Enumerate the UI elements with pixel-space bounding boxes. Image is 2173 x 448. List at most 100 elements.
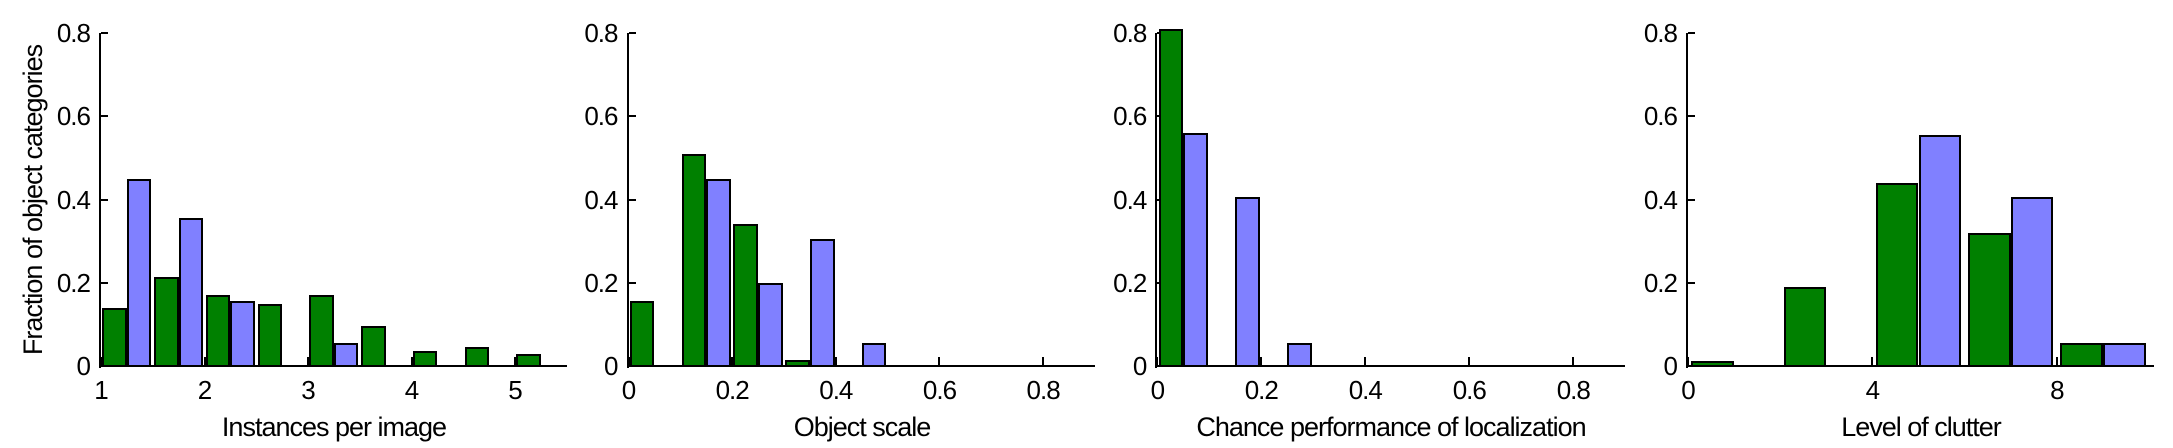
x-tick-label: 0 xyxy=(1150,375,1165,405)
y-tick-label: 0.2 xyxy=(1643,267,1678,298)
bar-green-0 xyxy=(102,307,127,367)
bar-green-0 xyxy=(1691,361,1735,367)
bar-green-1 xyxy=(154,276,179,367)
bar-green-6 xyxy=(412,351,438,367)
x-tick xyxy=(203,357,206,365)
x-tick xyxy=(100,357,102,365)
x-tick-label: 3 xyxy=(301,375,315,405)
y-tick-label: 0.4 xyxy=(584,184,618,215)
y-axis-line xyxy=(1686,33,1688,368)
y-tick-label: 0.4 xyxy=(1113,184,1147,215)
x-tick-label: 1 xyxy=(94,375,108,405)
y-tick xyxy=(628,198,636,201)
y-axis-line xyxy=(1155,33,1158,368)
x-tick-label: 5 xyxy=(508,375,522,405)
bar-green-3 xyxy=(785,359,810,367)
x-axis-label-chance-performance: Chance performance of localization xyxy=(1196,412,1586,442)
x-tick-label: 0 xyxy=(621,375,636,405)
bar-blue-3 xyxy=(2010,197,2054,367)
bar-blue-4 xyxy=(333,343,359,367)
x-tick-label: 0.8 xyxy=(1556,375,1591,405)
x-tick xyxy=(1572,357,1575,365)
bar-blue-1 xyxy=(178,218,204,367)
x-tick xyxy=(410,357,413,365)
bar-green-1 xyxy=(1783,286,1827,367)
y-tick-label: 0.2 xyxy=(584,267,618,298)
x-tick xyxy=(834,357,837,365)
x-tick xyxy=(627,357,630,365)
x-tick-label: 0 xyxy=(1681,375,1695,405)
x-tick xyxy=(1260,357,1263,365)
bar-blue-0 xyxy=(126,178,152,367)
y-tick-label: 0.4 xyxy=(56,184,91,215)
y-tick-label: 0.8 xyxy=(584,18,618,48)
x-tick-label: 0.8 xyxy=(1026,375,1061,405)
x-tick-label: 8 xyxy=(2050,375,2064,405)
bar-blue-1 xyxy=(706,178,731,367)
bar-blue-2 xyxy=(230,301,255,367)
bar-green-7 xyxy=(464,347,490,367)
x-tick-label: 0.4 xyxy=(819,375,853,405)
bar-blue-2 xyxy=(758,282,783,367)
bar-green-2 xyxy=(205,295,231,367)
y-tick-label: 0.2 xyxy=(56,267,91,298)
y-tick-label: 0 xyxy=(1663,351,1678,381)
bar-blue-4 xyxy=(2102,343,2146,367)
x-axis-label-level-of-clutter: Level of clutter xyxy=(1841,412,2002,442)
x-tick xyxy=(1364,357,1367,365)
x-axis-label-object-scale: Object scale xyxy=(793,412,932,442)
x-tick-label: 0.2 xyxy=(715,375,750,405)
y-tick-label: 0.6 xyxy=(56,101,91,132)
y-tick-label: 0.8 xyxy=(1113,18,1147,48)
y-tick-label: 0.6 xyxy=(584,101,618,132)
x-tick xyxy=(1156,357,1159,365)
bar-green-0 xyxy=(1158,28,1184,367)
x-tick-label: 0.4 xyxy=(1348,375,1383,405)
bar-blue-4 xyxy=(861,343,887,367)
bar-blue-3 xyxy=(809,239,835,367)
y-tick xyxy=(628,281,636,284)
bar-blue-2 xyxy=(1918,134,1962,367)
y-tick xyxy=(1688,198,1695,201)
x-tick xyxy=(1871,357,1874,365)
bar-blue-2 xyxy=(1287,343,1312,367)
x-tick xyxy=(731,357,734,365)
x-tick-label: 0.6 xyxy=(1452,375,1487,405)
y-tick-label: 0.8 xyxy=(1643,18,1678,48)
x-axis-label-instances-per-image: Instances per image xyxy=(221,412,447,442)
x-tick xyxy=(938,357,941,365)
x-tick-label: 2 xyxy=(197,375,212,405)
y-tick xyxy=(101,198,108,201)
y-tick xyxy=(1688,32,1695,34)
bar-green-8 xyxy=(516,353,541,367)
bar-green-5 xyxy=(361,326,386,367)
y-tick-label: 0.2 xyxy=(1113,267,1147,298)
x-tick xyxy=(1042,357,1045,365)
y-axis-line xyxy=(99,33,101,368)
y-tick-label: 0 xyxy=(604,351,618,381)
bar-green-3 xyxy=(257,303,283,367)
x-tick xyxy=(307,357,309,365)
x-tick-label: 0.6 xyxy=(922,375,957,405)
bar-green-1 xyxy=(681,153,707,367)
y-tick xyxy=(1688,115,1695,118)
y-tick-label: 0.8 xyxy=(56,18,91,48)
x-tick xyxy=(2055,357,2058,365)
bar-green-2 xyxy=(1875,182,1919,367)
bar-green-3 xyxy=(1968,232,2011,367)
y-tick-label: 0.4 xyxy=(1643,184,1678,215)
bar-blue-1 xyxy=(1235,197,1260,367)
y-tick xyxy=(628,32,636,34)
y-tick-label: 0 xyxy=(1132,351,1147,381)
x-tick-label: 0.2 xyxy=(1244,375,1279,405)
y-tick xyxy=(101,115,108,118)
y-tick xyxy=(101,281,108,284)
bar-green-4 xyxy=(2060,343,2103,367)
y-tick-label: 0.6 xyxy=(1113,101,1147,132)
bar-green-0 xyxy=(629,301,655,367)
